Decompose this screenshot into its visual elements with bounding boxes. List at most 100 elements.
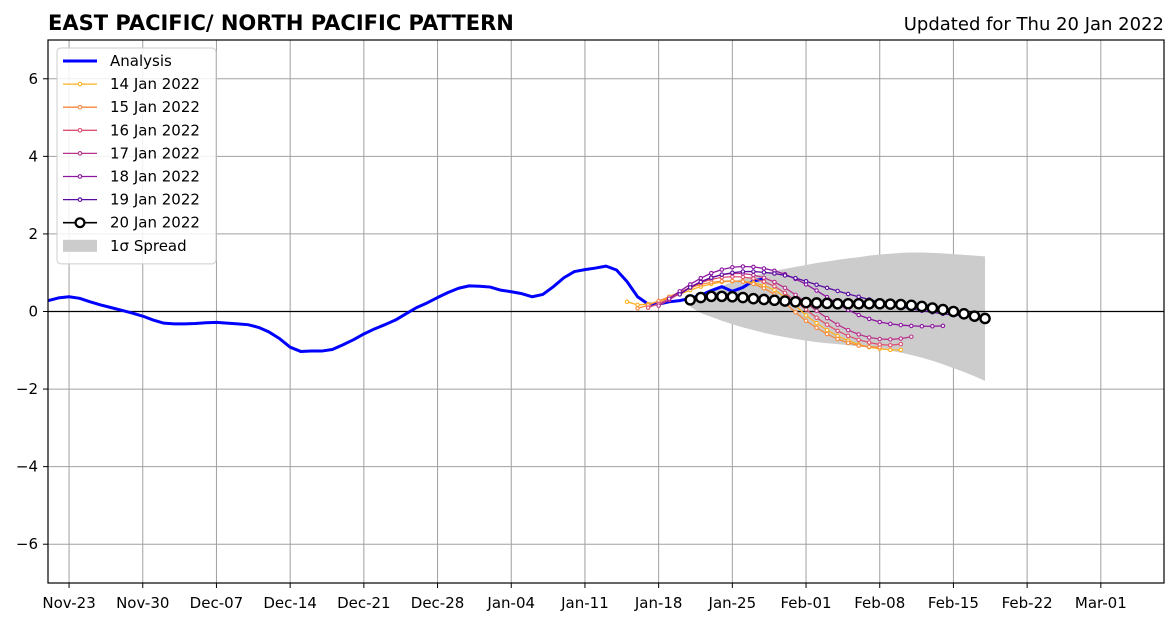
x-tick-label: Feb-08 [854, 594, 905, 612]
forecast-19-jan-2022-point [793, 275, 798, 281]
forecast-15-jan-2022-point [866, 344, 872, 350]
x-tick-label: Jan-04 [486, 594, 535, 612]
x-tick-label: Dec-21 [337, 594, 391, 612]
forecast-18-jan-2022-point [740, 264, 746, 269]
y-tick-label: 0 [28, 303, 38, 321]
forecast-18-jan-2022-point [719, 267, 725, 272]
forecast-15-jan-2022-point [761, 285, 767, 291]
forecast-15-jan-2022-point [740, 279, 746, 284]
forecast-20-jan-2022-point [937, 303, 949, 316]
x-tick-label: Feb-15 [928, 594, 979, 612]
forecast-17-jan-2022-point [856, 332, 861, 337]
forecast-20-jan-2022-point [758, 293, 770, 306]
forecast-15-jan-2022-point [845, 340, 851, 346]
legend-label: Analysis [110, 52, 172, 70]
y-tick-label: −6 [16, 535, 38, 553]
forecast-20-jan-2022-point [684, 294, 697, 306]
forecast-14-jan-2022-point [624, 299, 630, 305]
legend-label: 17 Jan 2022 [110, 144, 200, 162]
chart-subtitle: Updated for Thu 20 Jan 2022 [904, 14, 1164, 35]
forecast-20-jan-2022-point [905, 299, 918, 312]
forecast-20-jan-2022-point [831, 297, 844, 310]
forecast-18-jan-2022-point [730, 265, 735, 270]
forecast-14-jan-2022-point [888, 347, 893, 353]
forecast-20-jan-2022-point [852, 297, 865, 310]
forecast-20-jan-2022-point [884, 298, 897, 310]
forecast-20-jan-2022-point [873, 297, 886, 310]
forecast-17-jan-2022-point [877, 336, 882, 342]
forecast-18-jan-2022-point [877, 319, 882, 325]
forecast-18-jan-2022-point [930, 323, 935, 329]
forecast-19-jan-2022-point [751, 269, 756, 274]
forecast-20-jan-2022-point [789, 296, 802, 308]
forecast-20-jan-2022-point [863, 297, 876, 310]
x-tick-label: Dec-07 [190, 594, 244, 612]
legend-label: 19 Jan 2022 [110, 191, 200, 209]
forecast-20-jan-2022-point [694, 291, 707, 304]
forecast-17-jan-2022-point [835, 322, 840, 327]
legend: Analysis 14 Jan 2022 15 Jan 2022 16 Jan 202… [56, 47, 217, 265]
forecast-20-jan-2022-point [979, 312, 991, 325]
forecast-19-jan-2022-point [803, 278, 809, 284]
forecast-19-jan-2022-point [719, 272, 725, 277]
forecast-19-jan-2022-point [782, 273, 788, 278]
forecast-19-jan-2022-point [698, 279, 704, 285]
forecast-18-jan-2022-point [888, 321, 893, 327]
x-tick-label: Dec-14 [263, 594, 317, 612]
forecast-17-jan-2022-point [909, 334, 914, 339]
legend-handle-marker [77, 174, 83, 179]
x-tick-label: Jan-11 [560, 594, 609, 612]
chart-title: EAST PACIFIC/ NORTH PACIFIC PATTERN [48, 11, 514, 35]
forecast-16-jan-2022-point [898, 341, 904, 347]
forecast-17-jan-2022-point [898, 336, 904, 341]
legend-handle-marker [77, 127, 83, 133]
forecast-18-jan-2022-point [666, 296, 672, 301]
forecast-16-jan-2022-point [824, 322, 830, 327]
forecast-17-jan-2022-point [782, 285, 788, 291]
forecast-17-jan-2022-point [656, 303, 661, 308]
forecast-20-jan-2022-series [684, 290, 991, 325]
forecast-16-jan-2022-point [877, 342, 882, 347]
forecast-16-jan-2022-point [866, 340, 872, 345]
legend-label: 14 Jan 2022 [110, 75, 200, 93]
forecast-16-jan-2022-point [856, 337, 861, 343]
forecast-20-jan-2022-point [947, 305, 960, 318]
forecast-16-jan-2022-point [835, 328, 840, 334]
x-tick-label: Jan-25 [708, 594, 757, 612]
legend-label: 1σ Spread [110, 237, 187, 255]
forecast-14-jan-2022-point [635, 302, 640, 308]
forecast-18-jan-2022-point [909, 323, 914, 329]
forecast-18-jan-2022-point [919, 323, 925, 329]
legend-handle-marker [77, 81, 83, 87]
forecast-19-jan-2022-point [845, 291, 851, 297]
y-tick-label: 6 [28, 70, 38, 88]
forecast-17-jan-2022-point [761, 275, 767, 281]
x-tick-label: Nov-30 [116, 594, 169, 612]
legend-handle-marker [77, 197, 83, 202]
forecast-17-jan-2022-point [845, 327, 851, 333]
forecast-20-jan-2022-point [768, 294, 781, 307]
forecast-18-jan-2022-point [751, 264, 756, 270]
forecast-19-jan-2022-point [761, 270, 767, 275]
forecast-15-jan-2022-point [635, 306, 640, 311]
x-tick-label: Mar-01 [1075, 594, 1127, 612]
forecast-18-jan-2022-point [898, 322, 904, 328]
forecast-20-jan-2022-point [726, 290, 739, 303]
forecast-19-jan-2022-point [677, 292, 682, 297]
forecast-17-jan-2022-point [824, 315, 830, 321]
forecast-15-jan-2022-point [730, 278, 735, 284]
forecast-16-jan-2022-point [645, 305, 651, 310]
forecast-18-jan-2022-point [814, 288, 819, 293]
forecast-18-jan-2022-point [709, 270, 714, 276]
forecast-18-jan-2022-point [940, 323, 946, 329]
y-tick-label: −2 [16, 380, 38, 398]
forecast-14-jan-2022-point [824, 327, 830, 333]
legend-handle-marker [77, 104, 83, 110]
forecast-19-jan-2022-point [835, 288, 840, 294]
forecast-15-jan-2022-point [751, 281, 756, 287]
forecast-14-jan-2022-point [772, 287, 777, 293]
legend-handle-marker [77, 151, 83, 156]
forecast-20-jan-2022-point [705, 290, 718, 303]
